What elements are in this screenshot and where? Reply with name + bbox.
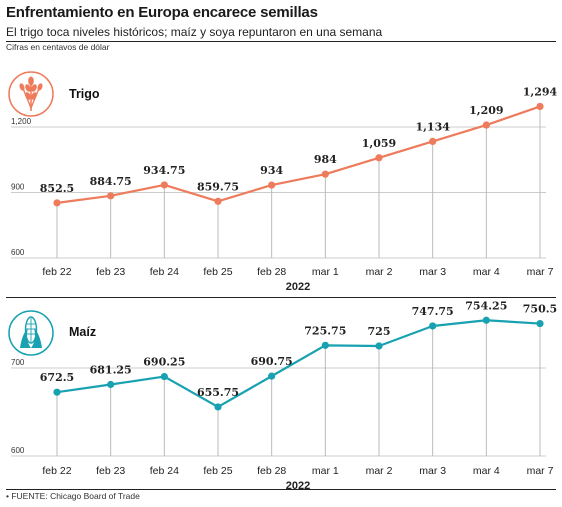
maiz-point: [268, 372, 276, 380]
trigo-point: [268, 181, 276, 189]
source-text: FUENTE: Chicago Board of Trade: [11, 491, 140, 501]
trigo-data-label: 934.75: [143, 164, 185, 177]
maiz-data-label: 690.75: [251, 355, 293, 368]
page-subtitle: El trigo toca niveles históricos; maíz y…: [6, 25, 383, 39]
trigo-point: [536, 102, 544, 111]
trigo-xtick-label: mar 2: [366, 266, 393, 278]
trigo-data-label: 1,209: [469, 104, 503, 117]
chart-maiz-title: Maíz: [69, 325, 96, 339]
trigo-ytick-label: 1,200: [11, 117, 32, 126]
maiz-point: [375, 342, 383, 350]
units-note: Cifras en centavos de dólar: [6, 42, 110, 52]
corn-icon: [20, 316, 42, 348]
maiz-point: [536, 319, 544, 328]
maiz-point: [482, 316, 490, 324]
maiz-ytick-label: 600: [11, 446, 25, 455]
maiz-point: [107, 380, 115, 389]
section-divider: [6, 297, 556, 298]
trigo-xtick-label: mar 1: [312, 266, 339, 278]
trigo-series-line: [56, 105, 541, 204]
trigo-point: [482, 121, 490, 129]
chart-trigo-title: Trigo: [69, 87, 100, 101]
maiz-data-label: 672.5: [40, 371, 74, 384]
trigo-xtick-label: feb 28: [257, 266, 286, 278]
trigo-point: [375, 154, 383, 162]
maiz-point: [160, 372, 168, 381]
maiz-data-label: 754.25: [465, 299, 507, 312]
chart-maiz-badge: [8, 310, 54, 356]
trigo-xtick-label: feb 22: [42, 266, 71, 278]
chart-trigo-badge: [8, 71, 54, 117]
trigo-xtick-label: mar 7: [527, 266, 554, 278]
trigo-data-label: 852.5: [40, 182, 74, 195]
trigo-xlabel: 2022: [286, 281, 310, 292]
wheat-icon: [19, 76, 43, 111]
maiz-data-label: 747.75: [412, 305, 454, 318]
maiz-point: [214, 403, 222, 411]
maiz-xtick-label: mar 7: [527, 465, 554, 477]
maiz-xtick-label: mar 1: [312, 465, 339, 477]
trigo-data-label: 859.75: [197, 180, 239, 193]
trigo-point: [107, 192, 115, 200]
maiz-xtick-label: mar 2: [366, 465, 393, 477]
trigo-ytick-label: 900: [11, 183, 25, 192]
trigo-ytick-label: 600: [11, 248, 25, 257]
maiz-data-label: 681.25: [90, 364, 132, 377]
maiz-xlabel: 2022: [286, 480, 310, 490]
chart-maiz: Maíz 700 600 672.5 feb 22 681.25 feb 23 690.25…: [8, 299, 557, 490]
maiz-xtick-label: feb 28: [257, 465, 286, 477]
maiz-data-label: 725: [368, 325, 391, 338]
trigo-xtick-label: mar 3: [419, 266, 446, 278]
maiz-ytick-label: 700: [11, 358, 25, 367]
maiz-point: [321, 341, 329, 349]
maiz-data-label: 725.75: [304, 324, 346, 337]
maiz-xtick-label: mar 3: [419, 465, 446, 477]
maiz-data-label: 750.5: [523, 303, 557, 316]
maiz-xtick-label: feb 22: [42, 465, 71, 477]
trigo-point: [214, 197, 222, 205]
trigo-xtick-label: feb 25: [203, 266, 232, 278]
trigo-xtick-label: feb 23: [96, 266, 125, 278]
header-divider: [6, 41, 556, 42]
trigo-data-label: 884.75: [90, 175, 132, 188]
trigo-point: [321, 170, 329, 178]
trigo-data-label: 934: [260, 164, 283, 177]
trigo-xtick-label: mar 4: [473, 266, 500, 278]
maiz-point: [53, 388, 61, 396]
maiz-xtick-label: mar 4: [473, 465, 500, 477]
maiz-data-label: 690.25: [143, 356, 185, 369]
page-title: Enfrentamiento en Europa encarece semill…: [6, 4, 318, 21]
trigo-data-label: 1,294: [523, 85, 558, 98]
maiz-data-label: 655.75: [197, 386, 239, 399]
trigo-data-label: 984: [314, 153, 337, 166]
trigo-point: [429, 137, 437, 146]
footer-divider: [6, 489, 556, 490]
maiz-xtick-label: feb 23: [96, 465, 125, 477]
chart-trigo: Trigo 1,200 900 600 852.5 feb 22 884.75 feb 23…: [8, 71, 558, 292]
maiz-xtick-label: feb 24: [150, 465, 179, 477]
maiz-xtick-label: feb 25: [203, 465, 232, 477]
trigo-data-label: 1,134: [415, 120, 450, 133]
trigo-xtick-label: feb 24: [150, 266, 179, 278]
trigo-data-label: 1,059: [362, 137, 396, 150]
maiz-series-line: [56, 319, 541, 409]
source-note: • FUENTE: Chicago Board of Trade: [6, 491, 140, 501]
trigo-point: [53, 199, 61, 207]
trigo-point: [160, 181, 168, 189]
maiz-point: [429, 322, 437, 330]
